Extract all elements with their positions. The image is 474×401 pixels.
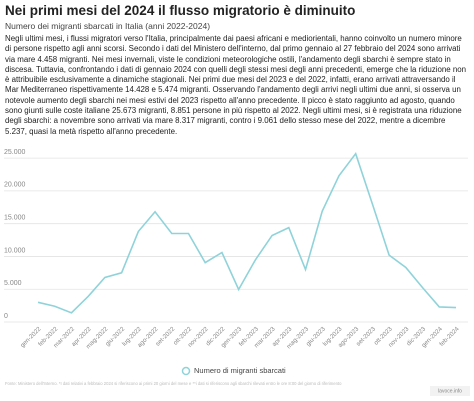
- y-tick-label: 20.000: [4, 182, 26, 189]
- legend-label: Numero di migranti sbarcati: [194, 366, 286, 375]
- logo-box: [430, 386, 470, 396]
- source-note: Fonte: Ministero dell'Interno. *I dati r…: [5, 381, 342, 386]
- logo: lavoce.info: [438, 388, 462, 394]
- chart-title: Nei primi mesi del 2024 il flusso migrat…: [5, 3, 356, 18]
- data-line: [37, 152, 457, 314]
- y-tick-label: 25.000: [4, 149, 26, 156]
- legend-marker: [181, 366, 191, 376]
- y-tick-label: 0: [4, 313, 8, 320]
- y-tick-label: 5.000: [4, 280, 22, 287]
- description: Negli ultimi mesi, i flussi migratori ve…: [5, 34, 467, 136]
- chart-subtitle: Numero dei migranti sbarcati in Italia (…: [5, 21, 211, 31]
- y-tick-label: 10.000: [4, 247, 26, 254]
- y-tick-label: 15.000: [4, 215, 26, 222]
